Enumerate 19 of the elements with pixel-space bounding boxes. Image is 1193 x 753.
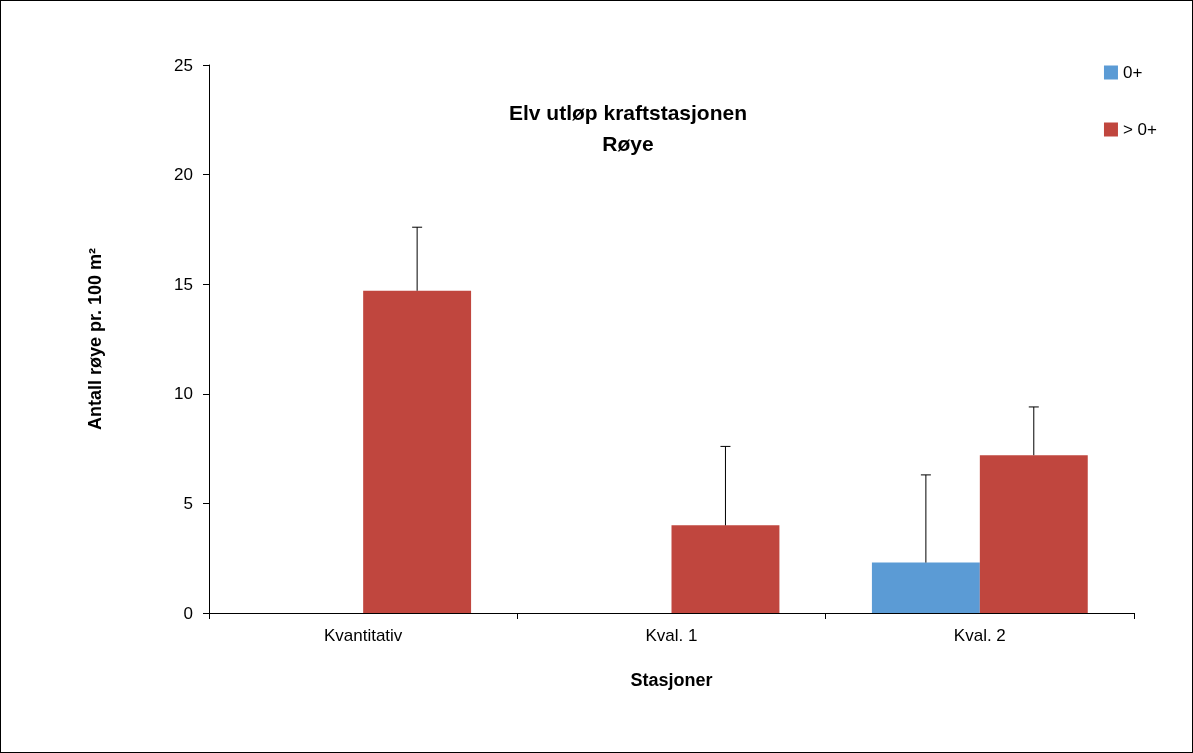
y-tick-label: 15: [174, 274, 193, 294]
y-axis-title: Antall røye pr. 100 m²: [85, 247, 105, 431]
bar: [363, 290, 472, 613]
bar: [979, 455, 1088, 613]
x-tick-label: Kval. 2: [953, 626, 1006, 645]
y-tick-label: 10: [174, 384, 193, 404]
y-tick-label: 20: [174, 165, 193, 185]
y-tick-label: 0: [183, 603, 193, 623]
text: Elv utløp kraftstasjonen: [508, 101, 748, 124]
text: Røye: [602, 132, 654, 155]
legend-label: > 0+: [1122, 120, 1158, 139]
x-tick-label: Kval. 1: [645, 626, 698, 645]
x-tick-label: Kvantitativ: [323, 626, 403, 645]
legend-label: 0+: [1122, 63, 1143, 82]
x-axis-title: Stasjoner: [630, 670, 713, 690]
y-tick-label: 5: [183, 493, 193, 513]
y-tick-label: 25: [174, 55, 193, 75]
bar: [671, 525, 780, 613]
bar: [871, 562, 980, 613]
